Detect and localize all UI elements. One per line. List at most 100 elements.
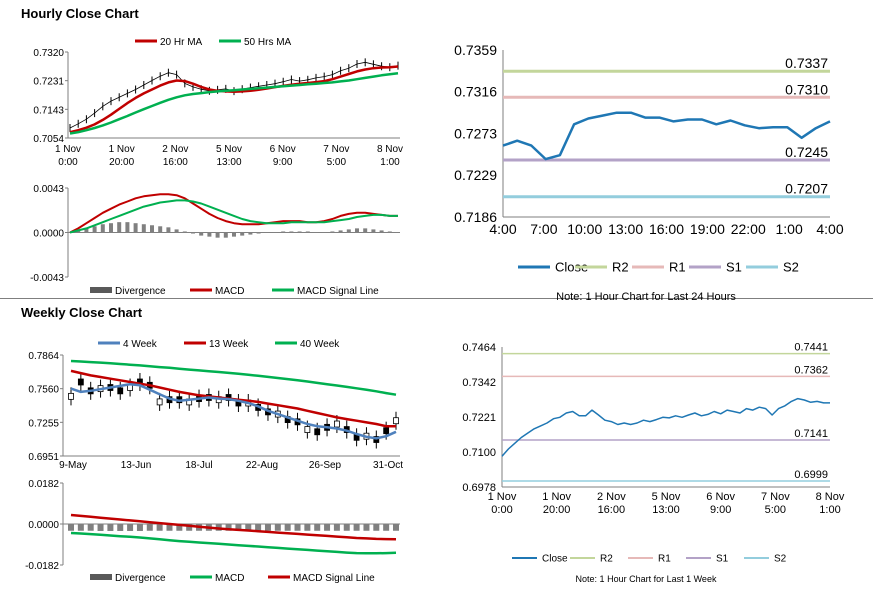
divergence-bar [273,232,277,233]
x-tick-label: 1 Nov [488,491,517,503]
x-tick-label: 1:00 [380,157,400,168]
divergence-bar [215,232,220,238]
macd-line [70,531,397,555]
y-tick-label: -0.0182 [25,561,59,572]
divergence-bar [284,524,291,531]
ma50-line [69,72,399,135]
x-tick-label: 5 Nov [652,491,681,503]
y-tick-label: 0.7143 [33,105,64,116]
divergence-bar [225,524,232,531]
candle-body [383,427,390,435]
x-tick-label: 2 Nov [162,144,188,155]
divergence-bar [109,223,113,233]
chart-note: Note: 1 Hour Chart for Last 24 Hours [556,291,736,303]
candle-body [77,378,84,386]
divergence-bar [199,232,204,236]
y-tick-label: 0.7229 [454,167,497,183]
divergence-bar [343,524,350,531]
y-tick-label: 0.7255 [28,418,59,429]
legend-label: S2 [783,260,799,275]
weekly-1w-chart: 0.7464 0.7342 0.7221 0.7100 0.6978 0.7441 0.73… [462,342,845,584]
y-tick-label: 0.7054 [33,134,64,145]
y-tick-label: 0.7464 [462,342,496,354]
macd-line [69,193,398,234]
level-label-r2: 0.7337 [785,55,828,71]
y-tick-label: 0.7560 [28,385,59,396]
y-tick-label: 0.7320 [33,48,64,59]
divergence-bar [256,232,261,234]
divergence-bar [182,231,187,233]
divergence-bar [166,227,171,233]
divergence-bar [314,524,321,531]
y-tick-label: 0.7100 [462,447,496,459]
x-tick-label: 1:00 [819,504,840,516]
x-tick-label: 8 Nov [816,491,845,503]
candle-body [334,420,340,428]
divergence-bar [68,524,74,531]
divergence-bar [248,232,253,235]
divergence-bar [136,524,143,531]
divergence-bar [297,231,302,233]
divergence-bar [355,228,359,233]
x-tick-label: 6 Nov [706,491,735,503]
x-tick-label: 16:00 [598,504,626,516]
divergence-bar [396,232,400,233]
y-tick-label: 0.7359 [454,42,497,58]
section-divider [0,298,873,299]
x-tick-label: 1 Nov [55,144,81,155]
divergence-bar [223,232,228,238]
divergence-bar [245,524,252,531]
divergence-bar [97,524,104,531]
divergence-bar [379,230,384,233]
close-line [502,111,831,161]
x-tick-label: 16:00 [649,221,684,237]
legend-label: 4 Week [123,339,158,350]
legend-label: R2 [612,260,629,275]
hourly-section-title: Hourly Close Chart [21,6,139,21]
divergence-bar [363,228,368,233]
divergence-bar [353,524,360,531]
divergence-bar [84,228,89,233]
y-tick-label: 0.7231 [33,77,64,88]
x-tick-label: 16:00 [163,157,188,168]
chart-note: Note: 1 Hour Chart for Last 1 Week [576,574,717,584]
divergence-bar [117,524,124,531]
weekly-macd-chart: 0.0182 0.0000 -0.0182 Divergence MACD MACD Si… [25,479,400,584]
divergence-bar [373,524,380,531]
divergence-bar [191,232,195,234]
y-tick-label: 0.7221 [462,412,496,424]
level-label-s1: 0.7141 [794,428,828,440]
divergence-bar [387,231,392,233]
legend-label: Close [555,260,588,275]
divergence-bar [274,524,281,531]
x-tick-label: 4:00 [489,221,516,237]
candle-body [304,426,311,433]
divergence-bar [68,232,72,233]
legend-label: MACD [215,286,244,297]
x-tick-label: 5:00 [765,504,786,516]
x-tick-label: 2 Nov [597,491,626,503]
divergence-bar [264,232,269,233]
x-tick-label: 13:00 [216,157,241,168]
level-label-r1: 0.7362 [794,364,828,376]
x-tick-label: 13-Jun [121,460,152,471]
divergence-bar [141,224,146,233]
weekly-price-chart: 4 Week 13 Week 40 Week 0.7864 0.7560 0.7255 0.… [28,339,403,471]
level-label-r2: 0.7441 [794,342,828,354]
divergence-bar [255,524,262,531]
divergence-bar [346,229,351,233]
legend-label: 13 Week [209,339,249,350]
x-tick-label: 1 Nov [542,491,571,503]
x-tick-label: 20:00 [543,504,571,516]
x-tick-label: 22-Aug [246,460,278,471]
legend-label: R1 [669,260,686,275]
x-tick-label: 18-Jul [185,460,212,471]
divergence-bar [117,222,122,233]
x-tick-label: 7 Nov [761,491,790,503]
x-tick-label: 9:00 [273,157,293,168]
divergence-bar [207,232,212,237]
x-tick-label: 26-Sep [309,460,342,471]
divergence-bar [314,232,318,233]
divergence-bar [156,524,163,531]
hourly-price-chart: 20 Hr MA 50 Hrs MA 0.7320 0.7231 0.7143 0.705… [33,37,403,168]
